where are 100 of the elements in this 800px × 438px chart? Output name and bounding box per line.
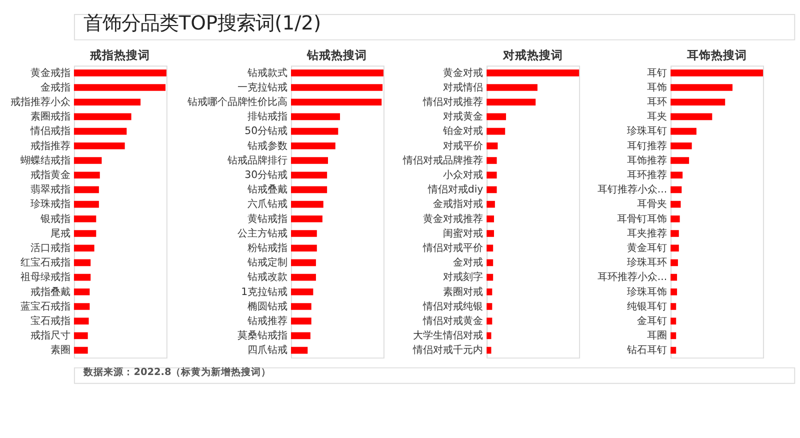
y-tick-label: 情侣对戒diy	[426, 184, 484, 196]
bar	[670, 303, 676, 310]
y-tick-label: 蝴蝶结戒指	[20, 154, 71, 166]
bar	[486, 113, 506, 120]
y-tick-label: 祖母绿戒指	[20, 271, 71, 284]
bar	[74, 332, 88, 340]
y-tick-label: 戒指推荐	[30, 140, 71, 152]
y-tick-label: 情侣对戒品牌推荐	[402, 154, 484, 166]
bar	[486, 346, 492, 354]
y-tick-label: 翡翠戒指	[30, 184, 71, 196]
bar	[670, 259, 678, 266]
y-tick-label: 情侣对戒黄金	[422, 315, 484, 328]
bar	[291, 303, 312, 310]
y-tick-label: 1克拉钻戒	[241, 286, 288, 298]
y-tick-label: 钻戒哪个品牌性价比高	[186, 96, 288, 108]
bar	[74, 303, 90, 310]
bar	[670, 215, 680, 222]
bar	[486, 142, 498, 150]
bar	[291, 259, 316, 266]
bar	[670, 172, 683, 179]
bar	[670, 128, 696, 135]
bar	[74, 288, 90, 296]
bar	[74, 244, 94, 252]
bar	[486, 318, 492, 324]
y-tick-label: 大学生情侣对戒	[413, 330, 484, 342]
bar	[291, 274, 316, 281]
y-tick-label: 耳钉	[647, 68, 668, 79]
bar	[486, 259, 494, 266]
y-tick-label: 戒指叠戴	[30, 286, 71, 298]
y-tick-label: 钻石耳钉	[626, 345, 668, 356]
y-tick-label: 银戒指	[40, 212, 71, 225]
y-tick-label: 钻戒款式	[246, 66, 288, 79]
y-tick-label: 莫桑钻戒指	[238, 330, 288, 342]
bar	[291, 186, 328, 194]
bar	[291, 230, 317, 237]
y-tick-label: 戒指推荐小众	[10, 96, 71, 108]
y-tick-label: 50分钻戒	[244, 125, 288, 138]
y-tick-label: 情侣对戒推荐	[422, 96, 484, 108]
y-tick-label: 情侣对戒千元内	[412, 344, 484, 356]
bar	[291, 200, 324, 208]
bar	[486, 157, 497, 164]
bar	[670, 332, 676, 340]
bar	[291, 172, 328, 179]
bar	[670, 84, 733, 91]
y-tick-label: 活口戒指	[30, 242, 71, 254]
bar	[486, 332, 492, 340]
y-tick-label: 粉钻戒指	[248, 242, 288, 254]
bar	[486, 128, 506, 135]
y-tick-label: 小众对戒	[443, 169, 484, 182]
chart-title: 钻戒热搜词	[306, 48, 368, 62]
bar	[291, 332, 310, 340]
bar	[291, 288, 314, 296]
y-tick-label: 对戒平价	[443, 140, 484, 152]
y-tick-label: 耳饰	[647, 81, 668, 94]
bar	[486, 288, 492, 296]
y-tick-label: 尾戒	[50, 227, 71, 240]
y-tick-label: 耳环推荐	[627, 169, 668, 182]
y-tick-label: 对戒黄金	[443, 110, 484, 123]
y-tick-label: 耳钉推荐	[627, 140, 668, 152]
y-tick-label: 钻戒定制	[246, 256, 288, 269]
y-tick-label: 钻戒叠戴	[246, 184, 288, 196]
bar	[670, 288, 678, 296]
bar	[291, 70, 384, 76]
y-tick-label: 耳钉推荐小众...	[597, 184, 668, 196]
y-tick-label: 耳环推荐小众...	[597, 271, 668, 284]
y-tick-label: 一克拉钻戒	[238, 81, 288, 94]
bar	[74, 113, 132, 120]
bar	[74, 259, 91, 266]
bar	[670, 157, 690, 164]
y-tick-label: 钻戒推荐	[246, 315, 288, 328]
bar	[74, 200, 99, 208]
bar	[486, 303, 492, 310]
y-tick-label: 耳圈	[647, 330, 668, 342]
bar	[486, 186, 497, 194]
bar	[74, 186, 99, 194]
bar	[486, 244, 494, 252]
bar	[74, 128, 127, 135]
bar	[670, 70, 764, 76]
bar	[74, 157, 102, 164]
bar	[74, 274, 91, 281]
y-tick-label: 黄金耳钉	[627, 242, 668, 254]
bar	[74, 230, 96, 237]
bar	[486, 215, 494, 222]
y-tick-label: 珍珠耳环	[627, 256, 668, 269]
bar	[486, 200, 495, 208]
bar	[74, 346, 88, 354]
chart-title: 戒指热搜词	[89, 48, 150, 62]
bar	[670, 346, 676, 354]
y-tick-label: 素圈	[50, 344, 71, 356]
bar	[486, 230, 494, 237]
y-tick-label: 情侣对戒纯银	[422, 300, 484, 312]
y-tick-label: 黄金对戒推荐	[423, 212, 484, 225]
bar	[670, 244, 679, 252]
bar	[486, 98, 536, 106]
bar	[670, 113, 712, 120]
bar	[486, 70, 580, 76]
bar	[486, 274, 494, 281]
y-tick-label: 钻戒品牌排行	[226, 154, 288, 166]
bar	[74, 70, 166, 76]
y-tick-label: 钻戒改款	[246, 271, 288, 284]
